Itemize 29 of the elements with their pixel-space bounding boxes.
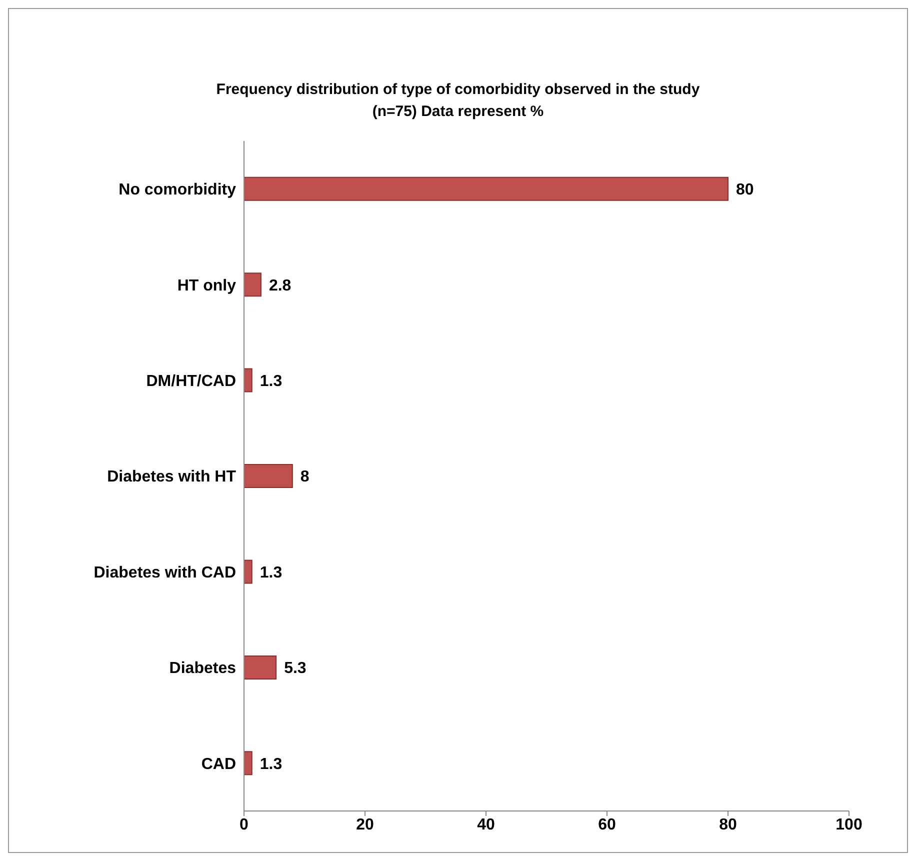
y-tick-label: Diabetes with CAD [94, 564, 236, 582]
data-label: 1.3 [260, 372, 282, 390]
bar [244, 751, 252, 776]
y-tick-label: HT only [177, 277, 236, 294]
x-tick-label: 60 [598, 816, 616, 834]
x-tick-label: 20 [356, 816, 374, 834]
bar [244, 272, 262, 297]
x-tick-label: 80 [719, 816, 737, 834]
bar [244, 176, 728, 201]
data-label: 1.3 [260, 756, 282, 773]
y-tick-label: No comorbidity [118, 182, 236, 199]
x-tick-label: 40 [477, 816, 495, 834]
data-label: 1.3 [260, 564, 282, 582]
y-tick-label: Diabetes with HT [107, 468, 236, 486]
bar [244, 464, 293, 488]
y-tick-label: Diabetes [169, 660, 236, 678]
bar [244, 368, 252, 392]
y-tick-label: DM/HT/CAD [146, 372, 236, 390]
y-tick-label: CAD [201, 756, 236, 773]
chart-subtitle: (n=75) Data represent % [371, 102, 545, 122]
bar [244, 655, 277, 680]
data-label: 80 [736, 182, 754, 199]
bar [244, 560, 252, 584]
x-tick-label: 100 [836, 816, 862, 834]
chart-title: Frequency distribution of type of comorbidity observed in the study [215, 80, 701, 100]
data-label: 8 [300, 468, 310, 486]
data-label: 2.8 [268, 277, 292, 294]
x-tick-label: 0 [240, 816, 249, 834]
data-label: 5.3 [284, 660, 306, 678]
